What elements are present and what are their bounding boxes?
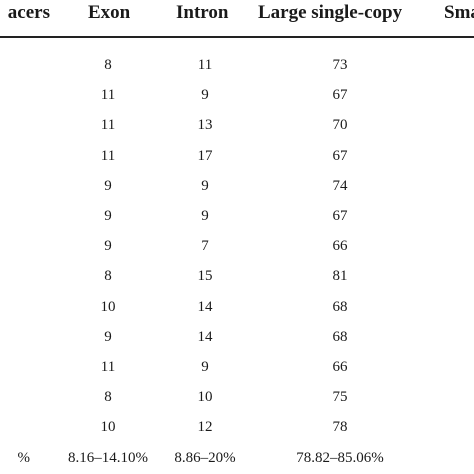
cell-exon: 9 — [104, 238, 112, 255]
table-row: 8 10 75 — [0, 382, 474, 412]
cell-large-single-copy: 78.82–85.06% — [296, 449, 384, 466]
cell-intron: 10 — [197, 389, 213, 406]
cell-intron: 14 — [197, 298, 213, 315]
cell-exon: 8.16–14.10% — [68, 449, 148, 466]
cell-spacers: % — [17, 449, 31, 466]
cell-large-single-copy: 67 — [332, 208, 348, 224]
cell-spacers — [0, 231, 30, 261]
cell-intron: 12 — [197, 419, 213, 436]
table-row: 11 13 70 — [0, 110, 474, 140]
cell-spacers — [0, 292, 30, 322]
cell-spacers — [0, 412, 30, 442]
cell-intron: 14 — [197, 328, 213, 345]
table-row: 11 9 66 — [0, 352, 474, 382]
header-rule — [0, 36, 474, 38]
cell-large-single-copy: 66 — [332, 238, 348, 255]
table-row: 11 9 67 — [0, 80, 474, 110]
cell-exon: 9 — [104, 208, 112, 224]
cell-exon: 8 — [104, 57, 112, 73]
cell-large-single-copy: 70 — [332, 117, 348, 134]
cell-exon: 9 — [104, 177, 112, 194]
header-large-single-copy: Large single-copy — [258, 2, 403, 23]
cell-spacers — [0, 141, 30, 171]
cell-spacers — [0, 352, 30, 382]
table-header-row: acers Exon Intron Large single-copy Sma — [0, 0, 474, 38]
table-row: 8 15 81 — [0, 261, 474, 291]
table-row: 9 14 68 — [0, 322, 474, 352]
table-row: 11 17 67 — [0, 141, 474, 171]
cell-exon: 11 — [100, 117, 116, 134]
cell-exon: 10 — [100, 419, 116, 436]
cell-large-single-copy: 74 — [332, 177, 348, 194]
cell-intron: 11 — [197, 57, 213, 73]
cell-intron: 17 — [197, 147, 213, 164]
table-row: 10 12 78 — [0, 412, 474, 442]
cell-intron: 8.86–20% — [174, 449, 236, 466]
table-row: % 8.16–14.10% 8.86–20% 78.82–85.06% — [0, 443, 474, 473]
cell-large-single-copy: 67 — [332, 87, 348, 104]
cell-large-single-copy: 73 — [332, 57, 348, 73]
cell-large-single-copy: 66 — [332, 359, 348, 375]
cell-large-single-copy: 67 — [332, 147, 348, 164]
cell-spacers — [0, 80, 30, 110]
cell-intron: 7 — [201, 238, 209, 255]
cell-spacers — [0, 322, 30, 352]
table-row: 9 9 67 — [0, 201, 474, 231]
cell-large-single-copy: 81 — [332, 268, 348, 285]
table-row: 9 7 66 — [0, 231, 474, 261]
cell-exon: 10 — [100, 298, 116, 315]
cell-intron: 15 — [197, 268, 213, 285]
cell-spacers — [0, 50, 30, 80]
cell-large-single-copy: 75 — [332, 389, 348, 406]
cell-intron: 13 — [197, 117, 213, 134]
cell-exon: 8 — [104, 268, 112, 285]
cell-large-single-copy: 68 — [332, 298, 348, 315]
cell-large-single-copy: 68 — [332, 328, 348, 345]
header-small-single-copy: Sma — [444, 2, 474, 23]
cell-intron: 9 — [201, 208, 209, 224]
cell-exon: 11 — [100, 87, 116, 104]
cell-exon: 11 — [100, 147, 116, 164]
header-spacers: acers — [7, 2, 50, 23]
cell-spacers — [0, 382, 30, 412]
header-intron: Intron — [176, 2, 229, 23]
table-row: 9 9 74 — [0, 171, 474, 201]
cell-large-single-copy: 78 — [332, 419, 348, 436]
cell-exon: 8 — [104, 389, 112, 406]
cell-intron: 9 — [201, 177, 209, 194]
cell-spacers — [0, 110, 30, 140]
header-exon: Exon — [88, 2, 131, 23]
cell-spacers — [0, 171, 30, 201]
cell-spacers — [0, 201, 30, 231]
table-row: 10 14 68 — [0, 292, 474, 322]
cell-intron: 9 — [201, 359, 209, 375]
table-row: 8 11 73 — [0, 50, 474, 80]
cell-exon: 9 — [104, 328, 112, 345]
cell-intron: 9 — [201, 87, 209, 104]
cell-exon: 11 — [100, 359, 116, 375]
cell-spacers — [0, 261, 30, 291]
